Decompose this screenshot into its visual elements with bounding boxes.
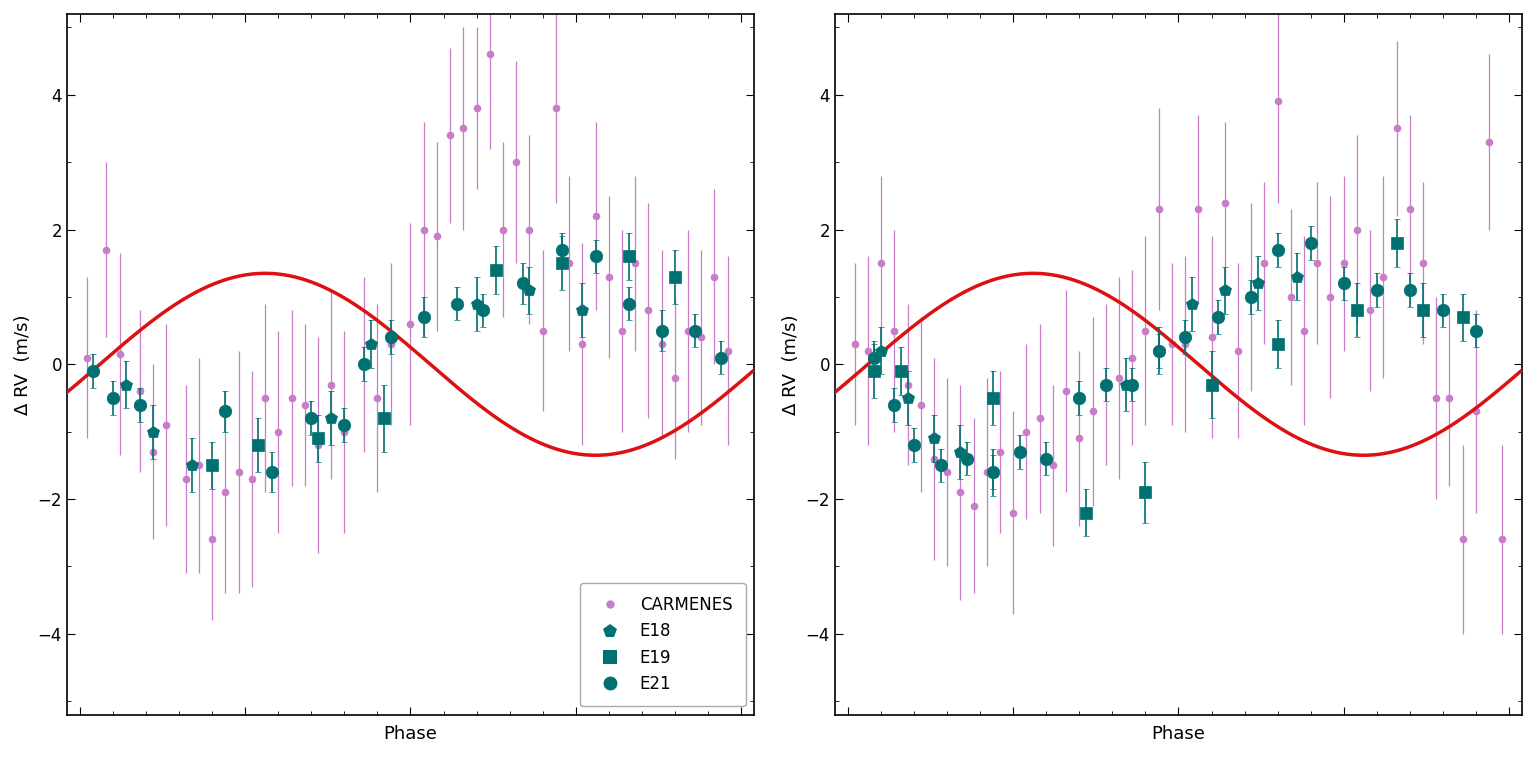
X-axis label: Phase: Phase	[1152, 725, 1206, 743]
X-axis label: Phase: Phase	[384, 725, 438, 743]
Y-axis label: Δ RV  (m/s): Δ RV (m/s)	[14, 314, 32, 415]
Legend: CARMENES, E18, E19, E21: CARMENES, E18, E19, E21	[579, 583, 746, 706]
Y-axis label: Δ RV  (m/s): Δ RV (m/s)	[782, 314, 800, 415]
